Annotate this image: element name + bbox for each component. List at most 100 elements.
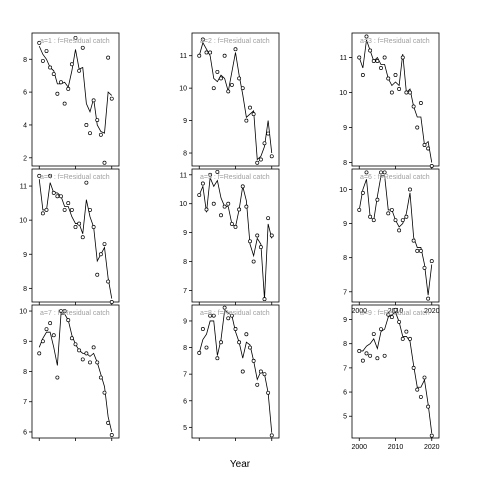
y-tick-label: 5 [343, 414, 347, 421]
data-point [80, 235, 85, 240]
data-point [389, 315, 394, 320]
y-tick-label: 5 [183, 425, 187, 432]
data-point [98, 252, 103, 257]
y-tick-label: 11 [340, 55, 347, 62]
y-tick-label: 11 [20, 184, 27, 191]
data-point [200, 326, 205, 331]
data-point [269, 233, 274, 238]
data-point [106, 420, 111, 425]
data-point [109, 300, 114, 304]
data-point [389, 207, 394, 212]
data-point [95, 118, 100, 122]
data-point [269, 154, 274, 159]
data-point [84, 351, 89, 356]
data-point [375, 197, 380, 202]
y-tick-label: 8 [183, 151, 187, 158]
data-point [375, 356, 380, 361]
y-tick-label: 8 [23, 57, 27, 64]
data-point [233, 47, 238, 52]
data-point [98, 375, 103, 380]
data-point [77, 348, 82, 353]
y-tick-label: 10 [179, 86, 187, 93]
data-point [62, 101, 67, 106]
data-point [197, 193, 202, 197]
y-tick-label: 10 [19, 309, 27, 316]
data-point [397, 228, 402, 233]
data-point [102, 390, 107, 395]
data-point [219, 76, 223, 81]
data-point [360, 73, 365, 77]
data-point [211, 313, 216, 318]
y-tick-label: 10 [339, 187, 347, 194]
data-point [426, 146, 431, 151]
data-point [429, 164, 434, 168]
data-point [382, 170, 387, 175]
data-point [73, 225, 78, 229]
data-point [411, 238, 416, 243]
data-point [204, 207, 209, 212]
data-point [251, 259, 256, 264]
data-point [51, 190, 56, 195]
data-point [400, 55, 405, 60]
data-point [269, 433, 274, 438]
data-point [379, 170, 383, 175]
data-point [208, 172, 213, 177]
data-point [389, 90, 394, 95]
series-line [38, 313, 113, 433]
data-point [226, 316, 231, 321]
y-tick-label: 9 [343, 125, 347, 132]
data-point [400, 336, 405, 341]
data-point [80, 45, 85, 50]
chart-panel-8: 78910200020102020a=6 : f=Residual catch [339, 168, 440, 315]
data-point [244, 204, 249, 209]
y-tick-label: 6 [23, 429, 27, 436]
data-point [229, 82, 234, 87]
data-point [386, 211, 391, 216]
data-point [415, 387, 420, 392]
data-point [91, 225, 96, 229]
series-line [38, 45, 113, 134]
data-point [88, 360, 92, 365]
data-point [368, 48, 373, 53]
data-point [215, 356, 220, 361]
data-point [415, 125, 420, 130]
data-point [95, 272, 100, 277]
y-tick-label: 11 [180, 172, 187, 179]
data-point [88, 131, 92, 136]
y-tick-label: 10 [19, 218, 27, 225]
data-point [244, 332, 249, 337]
data-point [59, 80, 63, 85]
data-point [258, 157, 263, 162]
data-point [91, 98, 96, 103]
data-point [255, 382, 260, 387]
data-point [240, 369, 245, 374]
data-point [262, 372, 267, 377]
data-point [59, 309, 63, 313]
data-point [237, 76, 242, 81]
chart-panel-4: 8 9 10 11 a=2 : f=Residual catch [179, 32, 280, 169]
data-point [48, 321, 53, 326]
panel-label: a=5 : f=Residual catch [200, 174, 270, 181]
y-tick-label: 10 [339, 90, 347, 97]
data-point [255, 160, 260, 165]
data-point [393, 307, 398, 312]
panel-label: a=8 : f=Residual catch [200, 310, 270, 317]
y-tick-label: 9 [343, 221, 347, 228]
data-point [418, 101, 423, 105]
data-point [237, 340, 242, 345]
panel-label: a=7 : f=Residual catch [40, 310, 110, 317]
data-point [266, 216, 271, 221]
chart-panel-1: 2 4 6 8 a=1 : f=Residual catch [23, 32, 120, 169]
y-tick-label: 8 [343, 341, 347, 348]
data-point [379, 66, 383, 70]
data-point [200, 37, 205, 42]
data-point [408, 336, 412, 341]
data-point [251, 112, 256, 117]
panel-frame [31, 168, 120, 303]
data-point [62, 207, 67, 212]
y-tick-label: 8 [183, 259, 187, 266]
data-point [368, 214, 373, 219]
data-point [37, 40, 42, 45]
data-point [219, 340, 223, 345]
chart-panel-2: 8 9 10 11 a=4 : f=Residual catch [19, 168, 120, 305]
